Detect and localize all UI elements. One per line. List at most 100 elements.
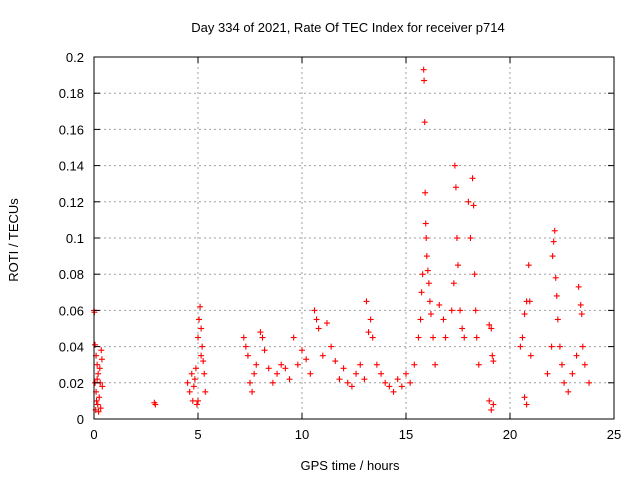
grid	[94, 57, 614, 419]
data-point	[269, 379, 276, 386]
data-point	[311, 307, 318, 314]
data-point	[544, 370, 551, 377]
data-point	[96, 365, 103, 372]
data-point	[573, 352, 580, 359]
data-point	[469, 175, 476, 182]
data-point	[96, 394, 103, 401]
data-point	[472, 307, 479, 314]
data-point	[188, 370, 195, 377]
data-point	[98, 347, 105, 354]
data-point	[424, 267, 431, 274]
data-point	[294, 361, 301, 368]
data-point	[261, 347, 268, 354]
data-point	[242, 343, 249, 350]
data-point	[489, 352, 496, 359]
data-point	[97, 405, 104, 412]
data-point	[373, 361, 380, 368]
data-point	[421, 77, 428, 84]
data-point	[259, 334, 266, 341]
y-tick-label: 0.18	[59, 86, 84, 101]
data-point	[550, 238, 557, 245]
data-point	[471, 271, 478, 278]
data-point	[559, 361, 565, 368]
data-point	[265, 365, 272, 372]
data-point	[575, 283, 582, 290]
data-point	[586, 379, 593, 386]
data-point	[578, 311, 585, 318]
data-point	[190, 383, 197, 390]
y-tick-label: 0.2	[66, 50, 84, 65]
data-point	[95, 370, 102, 377]
data-point	[95, 408, 102, 415]
x-tick-label: 20	[503, 427, 517, 442]
data-point	[192, 365, 199, 372]
data-point	[551, 227, 558, 234]
data-point	[403, 370, 409, 377]
data-point	[378, 370, 385, 377]
data-point	[426, 298, 433, 305]
y-tick-label: 0	[77, 412, 84, 427]
data-point	[290, 334, 297, 341]
data-point	[488, 325, 495, 332]
data-point	[525, 262, 532, 269]
data-point	[199, 343, 206, 350]
data-point	[282, 365, 289, 372]
data-point	[240, 334, 247, 341]
data-point	[94, 376, 101, 383]
data-point	[565, 388, 572, 395]
x-axis: 0 5 10 15 20 25	[90, 57, 621, 442]
data-point	[419, 271, 426, 278]
data-point	[473, 334, 480, 341]
data-point	[247, 379, 253, 386]
data-point	[365, 329, 372, 336]
data-point	[430, 334, 437, 341]
data-point	[553, 292, 560, 299]
data-point	[521, 394, 528, 401]
x-tick-label: 15	[399, 427, 413, 442]
data-point	[442, 334, 449, 341]
data-point	[475, 361, 482, 368]
data-point	[299, 347, 305, 354]
data-point	[200, 358, 207, 365]
data-point	[251, 370, 258, 377]
data-point	[361, 376, 368, 383]
data-point	[455, 262, 461, 269]
data-point	[198, 325, 205, 332]
data-point	[526, 298, 533, 305]
data-point	[548, 343, 555, 350]
plot-points	[91, 66, 593, 415]
data-point	[569, 370, 576, 377]
data-point	[488, 406, 495, 413]
data-point	[323, 320, 330, 327]
data-point	[490, 401, 497, 408]
data-point	[470, 202, 477, 209]
data-point	[448, 307, 455, 314]
data-point	[340, 365, 347, 372]
data-point	[517, 343, 524, 350]
data-point	[521, 311, 528, 318]
data-point	[549, 253, 556, 260]
data-point	[193, 401, 200, 408]
data-point	[197, 303, 204, 310]
y-tick-label: 0.16	[59, 122, 84, 137]
data-point	[417, 316, 424, 323]
data-point	[315, 325, 322, 332]
data-point	[394, 376, 401, 383]
x-tick-label: 10	[295, 427, 309, 442]
data-point	[274, 370, 281, 377]
data-point	[348, 383, 355, 390]
data-point	[328, 343, 335, 350]
data-point	[195, 397, 201, 404]
data-point	[398, 383, 405, 390]
data-point	[451, 162, 458, 169]
data-point	[415, 334, 422, 341]
data-point	[523, 401, 530, 408]
data-point	[313, 316, 320, 323]
y-tick-label: 0.14	[59, 159, 84, 174]
y-tick-label: 0.1	[66, 231, 84, 246]
data-point	[286, 376, 293, 383]
data-point	[189, 397, 196, 404]
data-point	[465, 198, 472, 205]
data-point	[257, 329, 264, 336]
